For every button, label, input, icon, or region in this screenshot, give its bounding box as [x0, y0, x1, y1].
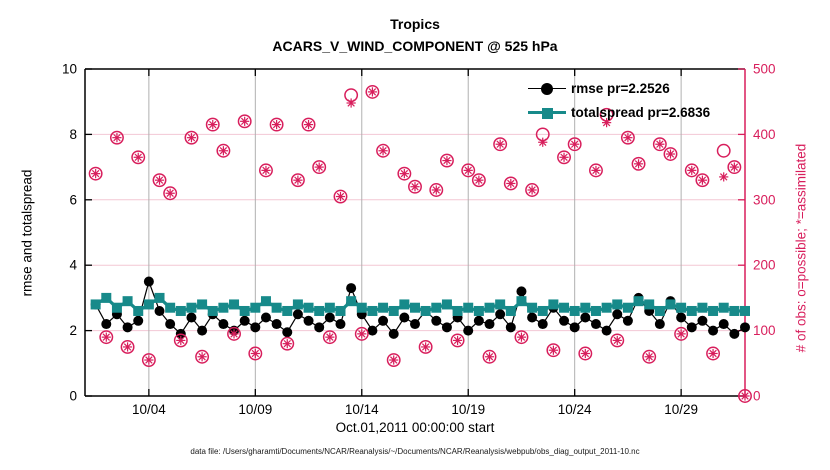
svg-text:0: 0	[753, 389, 761, 404]
svg-text:10/24: 10/24	[558, 402, 592, 417]
totalspread-marker-icon	[528, 105, 566, 121]
chart-title: Tropics	[390, 16, 440, 32]
svg-text:10: 10	[62, 62, 77, 77]
svg-text:4: 4	[69, 258, 77, 273]
x-axis-label: Oct.01,2011 00:00:00 start	[335, 420, 495, 435]
datafile-path-text: data file: /Users/gharamti/Documents/NCA…	[190, 447, 640, 456]
legend-label-rmse: rmse pr=2.2526	[571, 81, 670, 96]
rmse-marker-icon	[528, 81, 566, 97]
svg-text:8: 8	[69, 127, 77, 142]
svg-text:100: 100	[753, 323, 776, 338]
y-axis-label-left: rmse and totalspread	[19, 169, 35, 297]
legend-item-totalspread: totalspread pr=2.6836	[528, 102, 710, 123]
chart-subtitle: ACARS_V_WIND_COMPONENT @ 525 hPa	[272, 38, 558, 54]
svg-text:200: 200	[753, 258, 776, 273]
svg-text:10/19: 10/19	[451, 402, 485, 417]
svg-text:10/29: 10/29	[664, 402, 698, 417]
svg-text:10/04: 10/04	[132, 402, 166, 417]
y-axis-label-right: # of obs: o=possible; *=assimilated	[793, 143, 809, 353]
svg-text:400: 400	[753, 127, 776, 142]
svg-text:6: 6	[69, 192, 77, 207]
legend: rmse pr=2.2526 totalspread pr=2.6836	[528, 78, 710, 123]
svg-text:10/14: 10/14	[345, 402, 379, 417]
legend-item-rmse: rmse pr=2.2526	[528, 78, 710, 99]
svg-text:0: 0	[69, 389, 77, 404]
svg-text:300: 300	[753, 192, 776, 207]
svg-text:2: 2	[69, 323, 77, 338]
svg-text:10/09: 10/09	[238, 402, 272, 417]
legend-label-totalspread: totalspread pr=2.6836	[571, 105, 711, 120]
svg-text:500: 500	[753, 62, 776, 77]
